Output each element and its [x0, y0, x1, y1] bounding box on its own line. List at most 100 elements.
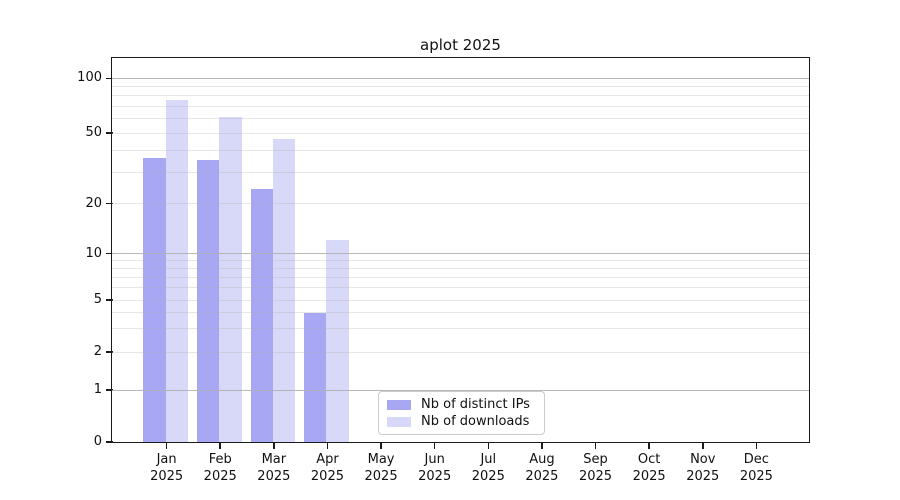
legend: Nb of distinct IPs Nb of downloads — [378, 391, 545, 435]
x-tick-mark — [433, 442, 436, 449]
x-tick-year: 2025 — [150, 469, 184, 484]
minor-gridline — [112, 328, 809, 330]
minor-gridline — [112, 287, 809, 289]
minor-gridline — [112, 149, 809, 151]
x-tick-mark — [702, 442, 704, 449]
x-tick-mark — [273, 442, 275, 449]
x-tick-month: Feb — [208, 452, 232, 467]
x-tick-month: Jun — [424, 452, 445, 467]
y-tick-mark — [106, 351, 113, 353]
x-tick-month: Nov — [690, 452, 716, 467]
minor-gridline — [112, 86, 809, 88]
bars-layer — [112, 58, 809, 442]
y-tick-label: 20 — [85, 195, 102, 211]
x-tick-year: 2025 — [257, 469, 291, 484]
major-gridline — [112, 389, 809, 391]
x-tick-label-feb: Feb 2025 — [188, 451, 252, 485]
x-tick-mark — [165, 442, 168, 449]
minor-gridline — [112, 95, 809, 97]
x-tick-year: 2025 — [418, 469, 452, 484]
x-tick-mark — [487, 442, 490, 449]
x-tick-month: Aug — [529, 452, 555, 467]
x-tick-year: 2025 — [686, 469, 720, 484]
legend-label-distinct-ips: Nb of distinct IPs — [421, 397, 530, 412]
x-tick-mark — [380, 442, 382, 449]
minor-gridline — [112, 203, 809, 204]
y-tick-mark — [106, 202, 113, 205]
x-tick-mark — [219, 442, 221, 449]
x-tick-mark — [648, 442, 650, 449]
major-gridline — [112, 77, 809, 79]
x-tick-label-nov: Nov 2025 — [671, 451, 735, 485]
x-tick-year: 2025 — [310, 469, 344, 484]
x-tick-year: 2025 — [203, 469, 237, 484]
bar-downloads-mar — [272, 139, 296, 442]
bar-distinct-ips-apr — [304, 312, 327, 442]
x-tick-label-dec: Dec 2025 — [724, 451, 788, 485]
bar-downloads-jan — [165, 99, 188, 442]
y-tick-mark — [106, 299, 113, 301]
y-tick-label: 0 — [93, 434, 102, 449]
major-gridline — [112, 253, 809, 254]
x-tick-month: Dec — [743, 452, 769, 467]
grid-layer — [112, 58, 809, 442]
x-tick-month: Apr — [316, 452, 339, 467]
bar-distinct-ips-mar — [250, 189, 273, 442]
x-tick-label-aug: Aug 2025 — [510, 451, 574, 485]
minor-gridline — [112, 105, 809, 107]
minor-gridline — [112, 299, 809, 301]
x-tick-label-jul: Jul 2025 — [456, 451, 520, 485]
x-tick-label-jan: Jan 2025 — [135, 451, 199, 485]
x-tick-year: 2025 — [578, 469, 613, 484]
minor-gridline — [112, 171, 809, 173]
x-tick-month: Jul — [480, 452, 497, 467]
x-tick-month: May — [367, 452, 395, 467]
x-tick-mark — [594, 442, 597, 449]
x-tick-label-sep: Sep 2025 — [564, 451, 628, 485]
bar-distinct-ips-feb — [196, 160, 220, 442]
y-tick-label: 1 — [93, 382, 102, 397]
y-tick-label: 2 — [93, 344, 102, 359]
x-tick-mark — [541, 442, 543, 449]
chart-title: aplot 2025 — [420, 36, 501, 54]
minor-gridline — [112, 118, 809, 120]
x-tick-month: Sep — [583, 452, 608, 467]
y-tick-mark — [106, 441, 113, 443]
y-tick-mark — [106, 389, 113, 391]
x-tick-month: Jan — [156, 452, 177, 467]
minor-gridline — [112, 276, 809, 278]
y-tick-mark — [106, 252, 113, 255]
y-tick-mark — [106, 132, 113, 134]
legend-label-downloads: Nb of downloads — [421, 414, 530, 429]
minor-gridline — [112, 351, 809, 353]
x-tick-year: 2025 — [364, 469, 398, 484]
bar-downloads-apr — [326, 240, 349, 442]
y-tick-label: 5 — [93, 292, 102, 307]
minor-gridline — [112, 267, 809, 269]
minor-gridline — [112, 132, 809, 134]
y-tick-label: 50 — [85, 125, 102, 140]
legend-swatch-distinct-ips-icon — [387, 399, 411, 410]
bar-downloads-feb — [219, 117, 242, 442]
minor-gridline — [112, 260, 809, 262]
x-tick-label-mar: Mar 2025 — [242, 451, 306, 485]
y-tick-label: 100 — [77, 70, 102, 86]
x-tick-mark — [755, 442, 758, 449]
legend-item-downloads: Nb of downloads — [387, 414, 536, 429]
y-tick-label: 10 — [85, 245, 102, 261]
x-tick-year: 2025 — [525, 469, 559, 484]
legend-item-distinct-ips: Nb of distinct IPs — [387, 397, 536, 412]
x-tick-year: 2025 — [471, 469, 505, 484]
x-tick-label-jun: Jun 2025 — [403, 451, 467, 485]
x-tick-label-oct: Oct 2025 — [617, 451, 681, 485]
x-tick-mark — [326, 442, 329, 449]
x-tick-label-apr: Apr 2025 — [295, 451, 359, 485]
x-tick-label-may: May 2025 — [349, 451, 413, 485]
x-tick-year: 2025 — [632, 469, 666, 484]
y-tick-mark — [106, 77, 113, 80]
legend-swatch-downloads-icon — [387, 416, 411, 427]
x-tick-year: 2025 — [739, 469, 773, 484]
x-tick-month: Oct — [637, 452, 661, 467]
minor-gridline — [112, 312, 809, 314]
